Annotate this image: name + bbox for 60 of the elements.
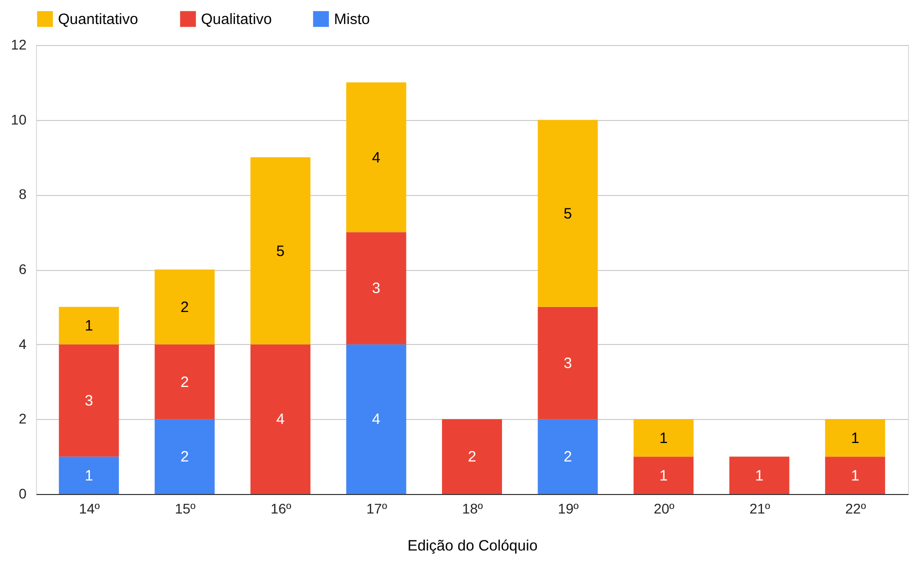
x-tick-label: 14º xyxy=(79,500,100,516)
bar xyxy=(58,456,119,494)
data-label: 1 xyxy=(84,318,94,335)
bar xyxy=(58,306,119,344)
data-label: 1 xyxy=(850,430,860,447)
data-label: 3 xyxy=(84,392,94,410)
data-label: 1 xyxy=(84,467,94,484)
x-tick-label: 15º xyxy=(174,500,196,516)
bar xyxy=(154,270,215,344)
data-label: 1 xyxy=(659,467,668,484)
bar xyxy=(346,82,406,232)
x-tick-label: 22º xyxy=(845,500,866,516)
legend-label: Quantitativo xyxy=(58,11,138,28)
data-label: 4 xyxy=(372,149,380,166)
data-label: 1 xyxy=(755,467,764,484)
bar xyxy=(58,344,119,457)
bar xyxy=(538,306,598,420)
x-tick-label: 21º xyxy=(749,500,770,516)
x-tick-label: 19º xyxy=(558,500,579,516)
x-tick-label: 18º xyxy=(462,500,483,516)
data-label: 5 xyxy=(276,242,285,260)
bar xyxy=(634,456,694,494)
y-tick-label: 2 xyxy=(18,410,27,427)
bar xyxy=(250,344,310,494)
x-axis-title: Edição do Colóquio xyxy=(407,538,538,554)
bar xyxy=(250,157,310,344)
bar xyxy=(729,456,790,494)
bar xyxy=(346,344,406,494)
y-tick-label: 0 xyxy=(18,486,27,502)
y-tick-label: 10 xyxy=(10,111,27,128)
data-label: 5 xyxy=(564,205,572,222)
data-label: 3 xyxy=(372,280,380,298)
data-label: 4 xyxy=(372,411,380,428)
y-tick-label: 6 xyxy=(18,261,27,277)
y-tick-label: 4 xyxy=(18,336,27,352)
bar xyxy=(154,419,215,494)
bar xyxy=(346,232,406,344)
data-label: 2 xyxy=(180,374,189,391)
bar xyxy=(538,419,598,494)
bar xyxy=(825,419,886,457)
data-label: 4 xyxy=(276,411,285,428)
bar xyxy=(154,344,215,420)
y-tick-label: 12 xyxy=(10,36,27,52)
bar xyxy=(825,456,886,494)
data-label: 2 xyxy=(468,448,476,466)
data-label: 2 xyxy=(180,448,189,466)
data-label: 1 xyxy=(850,467,860,484)
x-tick-label: 20º xyxy=(654,500,674,516)
data-label: 3 xyxy=(564,355,572,372)
data-label: 2 xyxy=(564,448,572,466)
y-tick-label: 8 xyxy=(18,186,27,202)
bar xyxy=(538,120,598,307)
x-tick-label: 16º xyxy=(270,500,292,516)
data-label: 1 xyxy=(659,430,668,447)
data-label: 2 xyxy=(180,298,189,316)
legend-label: Qualitativo xyxy=(201,11,272,28)
legend-label: Misto xyxy=(334,11,370,28)
bar xyxy=(442,419,502,494)
x-tick-label: 17º xyxy=(366,500,388,516)
bar xyxy=(634,419,694,457)
